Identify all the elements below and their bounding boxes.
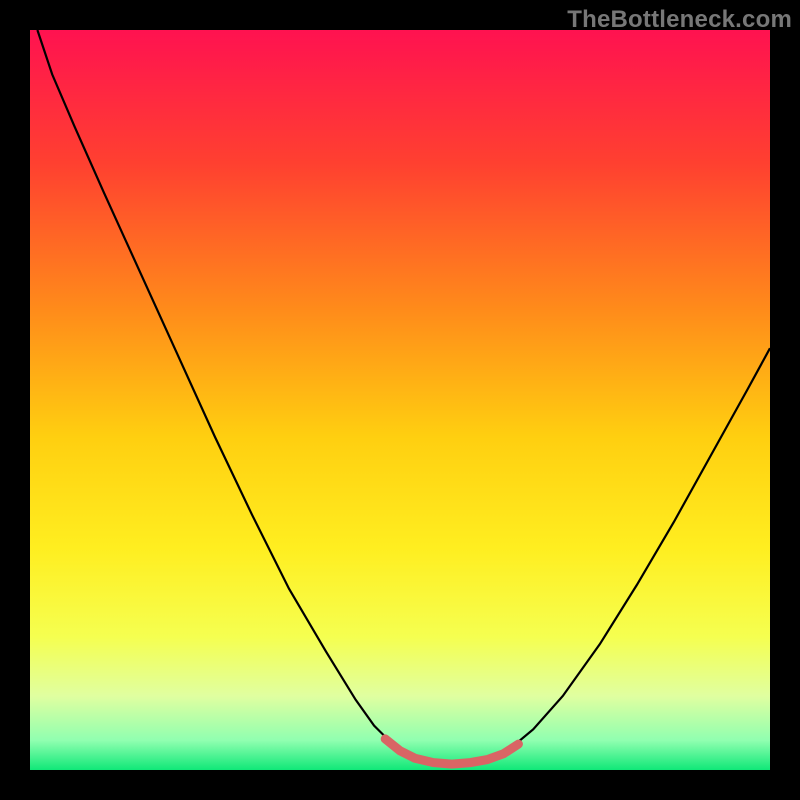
plot-area (30, 30, 770, 770)
chart-svg (0, 0, 800, 800)
bottleneck-chart: TheBottleneck.com (0, 0, 800, 800)
watermark-text: TheBottleneck.com (567, 6, 792, 34)
